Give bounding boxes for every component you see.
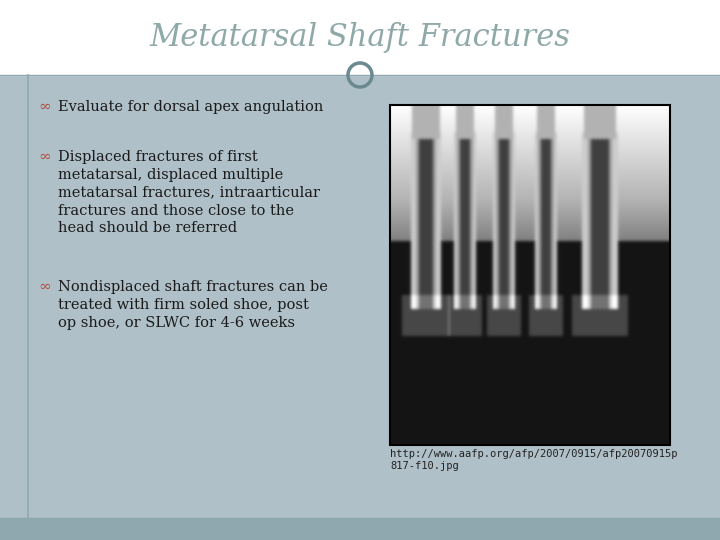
Text: Nondisplaced shaft fractures can be
treated with firm soled shoe, post
op shoe, : Nondisplaced shaft fractures can be trea… [58,280,328,330]
Bar [390,105,670,445]
Text: Displaced fractures of first
metatarsal, displaced multiple
metatarsal fractures: Displaced fractures of first metatarsal,… [58,150,320,235]
Text: http://www.aafp.org/afp/2007/0915/afp20070915p
817-f10.jpg: http://www.aafp.org/afp/2007/0915/afp200… [390,449,678,470]
Text: Metatarsal Shaft Fractures: Metatarsal Shaft Fractures [150,22,570,53]
Text: ∞: ∞ [38,280,50,294]
Bar [0,518,720,540]
Bar [0,0,720,75]
Text: ∞: ∞ [38,150,50,164]
Text: Evaluate for dorsal apex angulation: Evaluate for dorsal apex angulation [58,100,323,114]
Text: ∞: ∞ [38,100,50,114]
